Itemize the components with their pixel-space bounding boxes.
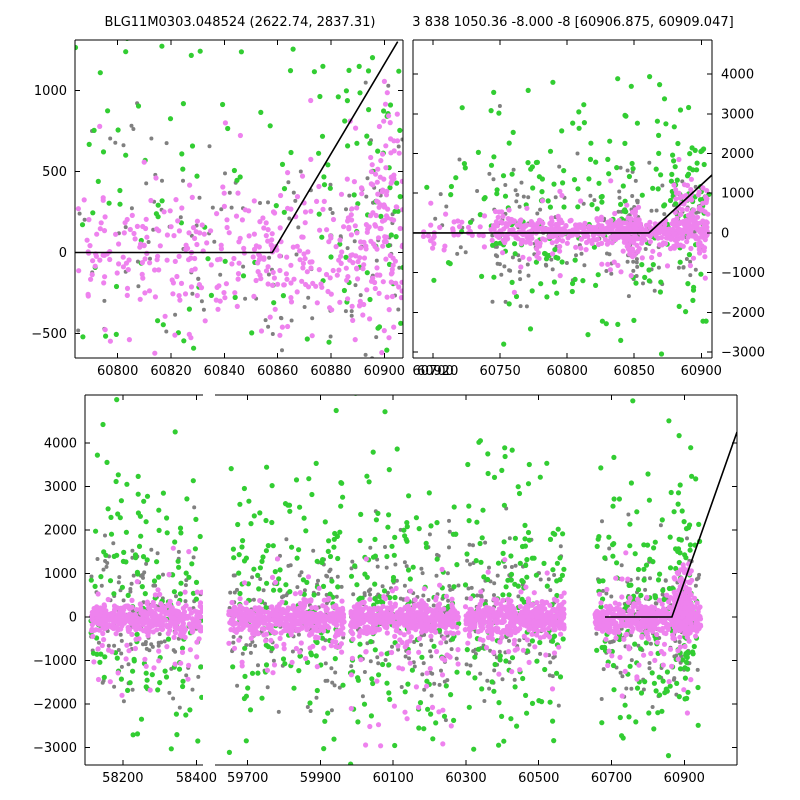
x-tick-label: 58400 bbox=[176, 771, 217, 786]
x-tick-label: 60900 bbox=[664, 771, 705, 786]
x-tick-label: 60300 bbox=[445, 771, 486, 786]
x-tick-label: 60100 bbox=[373, 771, 414, 786]
y-tick-label: 3000 bbox=[721, 107, 754, 122]
y-tick-label: −3000 bbox=[33, 741, 77, 756]
y-tick-label: −2000 bbox=[33, 698, 77, 713]
x-tick-label: 59900 bbox=[300, 771, 341, 786]
x-tick-label: 60500 bbox=[518, 771, 559, 786]
x-tick-label: 60800 bbox=[547, 364, 588, 379]
gray-points bbox=[433, 104, 709, 309]
y-tick-label: 2000 bbox=[44, 523, 77, 538]
y-tick-label: −2000 bbox=[721, 306, 765, 321]
tick-labels: 58200 58400 −3000 −2000 −1000 0 1000 2000 3000 40… bbox=[33, 436, 217, 786]
scatter-points bbox=[420, 74, 712, 357]
panel-bottom-left: 58200 58400 −3000 −2000 −1000 0 1000 2000 3000 40… bbox=[33, 394, 217, 786]
x-tick-label: 60900 bbox=[364, 364, 405, 379]
y-tick-label: −1000 bbox=[33, 654, 77, 669]
x-tick-label: 60860 bbox=[257, 364, 298, 379]
y-tick-label: 0 bbox=[721, 226, 729, 241]
y-tick-label: 4000 bbox=[721, 68, 754, 83]
x-tick-label: 60900 bbox=[681, 364, 722, 379]
x-tick-label: 59700 bbox=[227, 771, 268, 786]
green-points bbox=[75, 40, 403, 353]
x-tick-label-overflow: 60920 bbox=[417, 364, 458, 379]
x-tick-label: 60880 bbox=[310, 364, 351, 379]
x-tick-label: 60850 bbox=[614, 364, 655, 379]
y-tick-label: 0 bbox=[59, 246, 67, 261]
x-tick-label: 60750 bbox=[479, 364, 520, 379]
x-tick-label: 60700 bbox=[591, 771, 632, 786]
y-tick-label: 0 bbox=[69, 611, 77, 626]
y-tick-label: −500 bbox=[31, 327, 67, 342]
scatter-points bbox=[226, 395, 704, 765]
axes-spines bbox=[412, 39, 713, 359]
green-points bbox=[88, 397, 203, 752]
panel-bottom-right: 59700 59900 60100 60300 60500 60700 60900 bbox=[215, 394, 738, 786]
tick-labels: 59700 59900 60100 60300 60500 60700 60900 bbox=[227, 771, 705, 786]
scatter-points bbox=[88, 397, 203, 752]
tick-labels: 60700 60750 60800 60850 60900 −3000 −2000 −1000… bbox=[412, 68, 765, 379]
panel-top-left: 60800 60820 60840 60860 60880 60900 60920 −500 0… bbox=[31, 39, 458, 379]
model-line bbox=[75, 41, 399, 254]
violet-points bbox=[420, 156, 711, 295]
violet-points bbox=[75, 78, 403, 356]
axes-spines bbox=[74, 39, 404, 359]
tick-labels: 60800 60820 60840 60860 60880 60900 60920 −500 0… bbox=[31, 84, 458, 379]
y-tick-label: 4000 bbox=[44, 436, 77, 451]
y-tick-label: 1000 bbox=[44, 567, 77, 582]
x-tick-label: 60800 bbox=[97, 364, 138, 379]
subplot-title-left: BLG11M0303.048524 (2622.74, 2837.31) bbox=[104, 15, 376, 30]
model-line bbox=[605, 431, 737, 618]
y-tick-label: −1000 bbox=[721, 266, 765, 281]
scatter-points bbox=[75, 40, 403, 358]
axes-spines bbox=[215, 394, 738, 766]
y-tick-label: 1000 bbox=[34, 84, 67, 99]
y-tick-label: −3000 bbox=[721, 346, 765, 361]
axes-spines bbox=[84, 394, 203, 766]
subplot-title-right: 3 838 1050.36 -8.000 -8 [60906.875, 6090… bbox=[412, 15, 734, 30]
model-line bbox=[413, 174, 712, 234]
y-tick-label: 500 bbox=[42, 165, 67, 180]
y-tick-label: 3000 bbox=[44, 480, 77, 495]
violet-points bbox=[89, 545, 203, 698]
y-tick-label: 1000 bbox=[721, 187, 754, 202]
x-tick-label: 60820 bbox=[150, 364, 191, 379]
violet-points bbox=[226, 550, 704, 749]
x-tick-label: 60700 bbox=[412, 364, 453, 379]
panel-top-right: 60700 60750 60800 60850 60900 −3000 −2000 −1000… bbox=[412, 39, 765, 379]
x-tick-label: 60840 bbox=[204, 364, 245, 379]
x-tick-label: 58200 bbox=[102, 771, 143, 786]
y-tick-label: 2000 bbox=[721, 147, 754, 162]
